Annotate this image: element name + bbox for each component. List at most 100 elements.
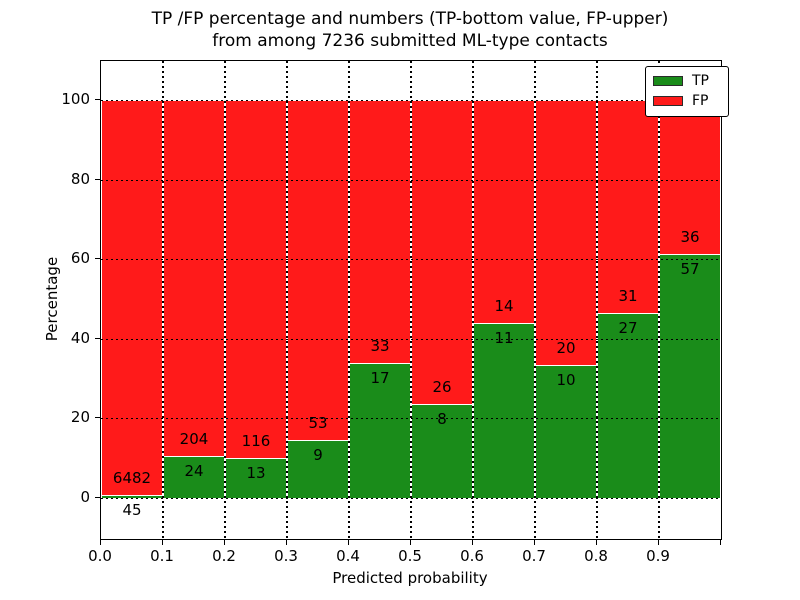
fp-count-label: 204 [179, 430, 209, 449]
vertical-gridline [162, 61, 164, 539]
vertical-gridline [286, 61, 288, 539]
horizontal-gridline [101, 418, 721, 420]
bar-segment-tp [597, 312, 659, 498]
x-tick-mark [162, 540, 163, 545]
y-tick-mark [95, 337, 100, 339]
tp-count-label: 57 [680, 260, 700, 279]
horizontal-gridline [101, 498, 721, 499]
x-axis-label: Predicted probability [332, 569, 488, 587]
y-axis-label: Percentage [43, 256, 61, 342]
tp-count-label: 24 [184, 462, 204, 481]
fp-swatch [653, 96, 683, 106]
bar-bin-0.1 [163, 100, 225, 498]
bar-segment-fp [101, 100, 163, 496]
bar-segment-fp [535, 100, 597, 366]
y-tick-mark [95, 99, 100, 100]
y-tick-mark [95, 258, 100, 260]
vertical-gridline [596, 61, 598, 539]
x-tick-label: 0.1 [150, 547, 174, 565]
vertical-gridline [658, 61, 660, 539]
fp-count-label: 31 [618, 286, 638, 305]
x-tick-mark [534, 540, 535, 545]
fp-count-label: 53 [308, 414, 328, 433]
vertical-gridline [224, 61, 226, 539]
vertical-gridline [472, 61, 474, 539]
tp-count-label: 10 [556, 371, 576, 390]
legend-label: FP [692, 93, 709, 109]
y-tick-label: 40 [70, 328, 90, 347]
x-tick-label: 0.3 [274, 547, 298, 565]
fp-count-label: 26 [432, 378, 452, 397]
y-tick-label: 100 [61, 90, 90, 108]
y-tick-mark [95, 178, 100, 180]
bar-segment-fp [411, 100, 473, 405]
x-tick-label: 0.0 [88, 547, 112, 565]
tp-count-label: 9 [313, 446, 323, 465]
tp-count-label: 45 [122, 501, 142, 520]
x-tick-mark [410, 540, 411, 545]
fp-count-label: 33 [370, 336, 390, 355]
y-tick-label: 20 [70, 408, 90, 427]
fp-count-label: 116 [241, 431, 271, 450]
horizontal-gridline [101, 259, 721, 261]
fp-count-label: 6482 [112, 469, 152, 488]
x-tick-label: 0.6 [460, 547, 484, 565]
bar-segment-fp [225, 100, 287, 458]
y-tick-label: 60 [70, 249, 90, 268]
bar-bin-0.6 [473, 100, 535, 498]
tp-count-label: 17 [370, 368, 390, 387]
horizontal-gridline [101, 179, 721, 181]
vertical-gridline [410, 61, 412, 539]
bar-bin-0.5 [411, 100, 473, 498]
x-tick-mark [224, 540, 225, 545]
chart-title-line1: TP /FP percentage and numbers (TP-bottom… [151, 9, 669, 29]
fp-count-label: 20 [556, 339, 576, 358]
legend: TP FP [645, 66, 729, 117]
bar-bin-0.9 [659, 100, 721, 498]
fp-count-label: 14 [494, 296, 514, 315]
bar-segment-tp [659, 254, 721, 498]
bar-segment-fp [349, 100, 411, 363]
x-tick-mark [596, 540, 597, 545]
bar-bin-0.4 [349, 100, 411, 498]
x-tick-label: 0.5 [398, 547, 422, 565]
horizontal-gridline [101, 100, 721, 101]
bar-bin-0.7 [535, 100, 597, 498]
bar-bin-0.2 [225, 100, 287, 498]
y-tick-label: 80 [70, 169, 90, 188]
x-tick-label: 0.4 [336, 547, 360, 565]
bar-segment-fp [473, 100, 535, 323]
bar-bin-0.0 [101, 100, 163, 498]
x-tick-mark [100, 540, 101, 545]
legend-entry-tp: TP [653, 72, 721, 90]
bar-segment-fp [597, 100, 659, 313]
tp-count-label: 11 [494, 328, 514, 347]
x-tick-mark [658, 540, 659, 545]
tp-count-label: 13 [246, 463, 266, 482]
bar-segment-fp [287, 100, 349, 441]
vertical-gridline [348, 61, 350, 539]
bar-bin-0.3 [287, 100, 349, 498]
x-tick-mark [286, 540, 287, 545]
fp-count-label: 36 [680, 228, 700, 247]
y-tick-mark [95, 497, 100, 498]
y-tick-label: 0 [80, 488, 90, 506]
x-tick-mark [720, 540, 721, 545]
plot-area: 6482 45 204 24 116 13 53 9 33 17 26 8 14 11 20 10 31 27 36… [100, 60, 722, 540]
x-tick-mark [472, 540, 473, 545]
bar-bin-0.8 [597, 100, 659, 498]
legend-entry-fp: FP [653, 92, 721, 110]
x-tick-label: 0.2 [212, 547, 236, 565]
tp-swatch [653, 76, 683, 86]
x-tick-label: 0.9 [646, 547, 670, 565]
horizontal-gridline [101, 338, 721, 340]
chart-title-line2: from among 7236 submitted ML-type contac… [212, 31, 608, 51]
vertical-gridline [534, 61, 536, 539]
bar-segment-fp [163, 100, 225, 457]
x-tick-label: 0.7 [522, 547, 546, 565]
x-tick-mark [348, 540, 349, 545]
legend-label: TP [692, 73, 709, 89]
tp-count-label: 27 [618, 318, 638, 337]
tp-count-label: 8 [437, 410, 447, 429]
